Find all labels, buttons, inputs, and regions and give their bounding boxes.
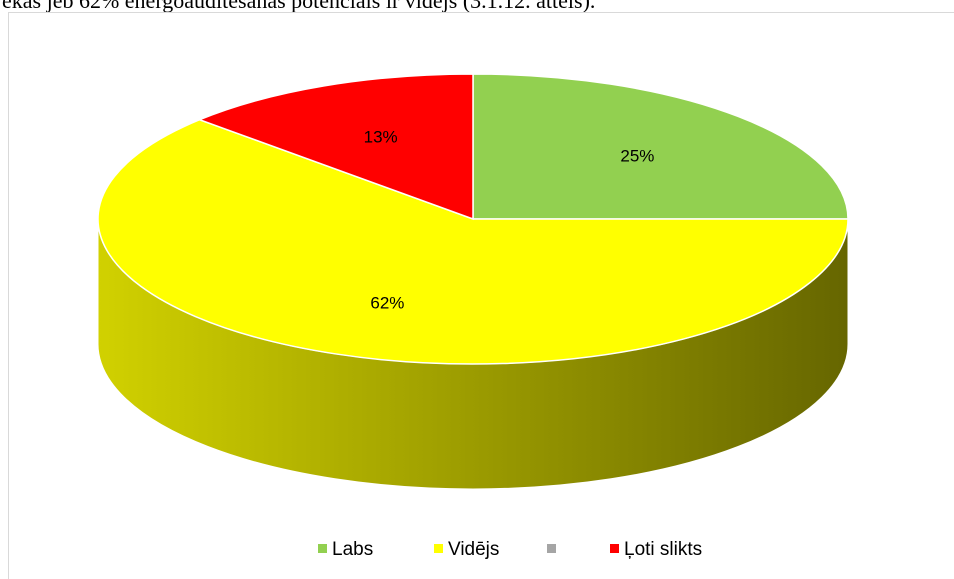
legend-marker [610,544,619,553]
legend-marker [547,544,556,553]
legend-label: Ļoti slikts [624,539,702,560]
legend-marker [434,544,443,553]
legend-label: Labs [332,539,373,560]
data-label: 13% [364,127,398,146]
slice [472,73,849,220]
legend: Labs Vidējs Ļoti slikts [318,539,702,560]
slice [197,73,474,221]
pie: 25% 62% 13% [97,73,849,490]
data-label: 62% [370,294,404,313]
slice [97,118,849,365]
intro-text: ēkas jeb 62% energoauditēšanas potenciāl… [2,0,595,13]
data-label: 25% [620,146,654,165]
legend-marker [318,544,327,553]
legend-label: Vidējs [448,539,499,560]
